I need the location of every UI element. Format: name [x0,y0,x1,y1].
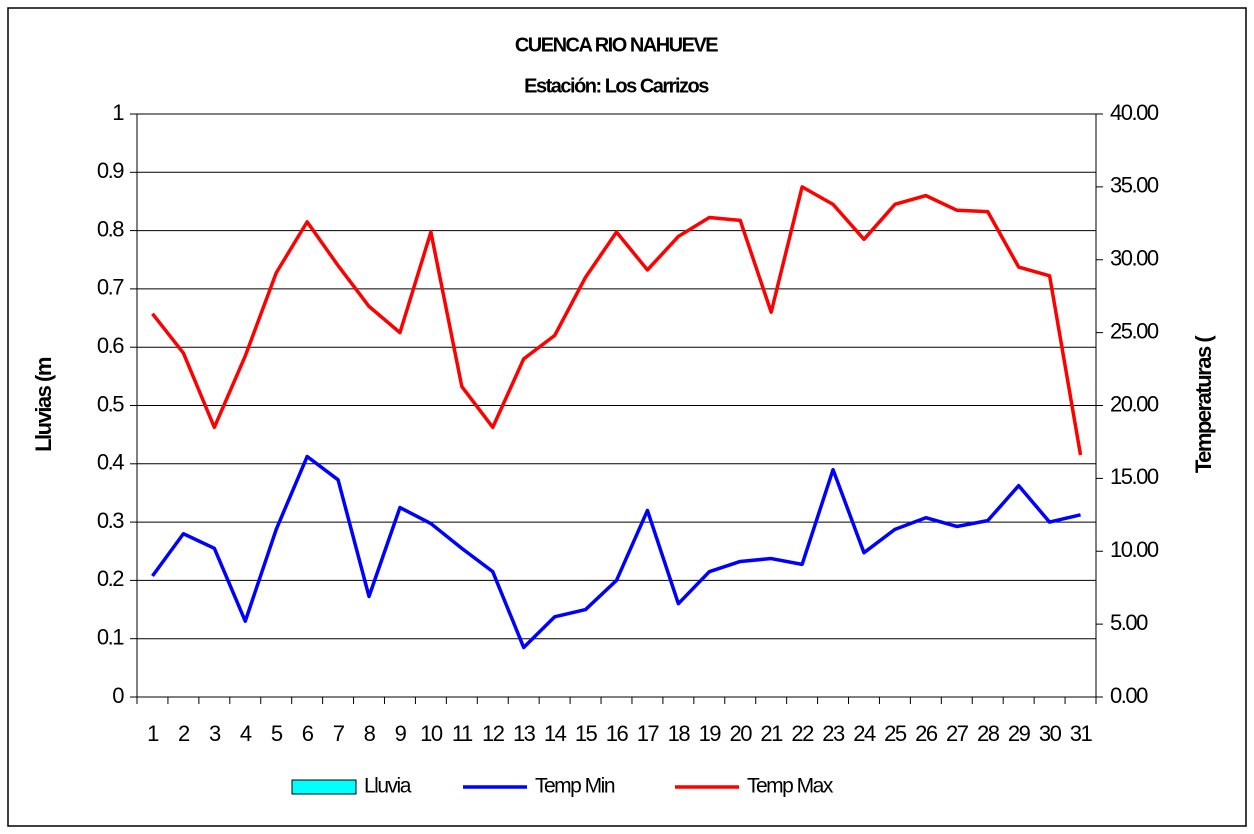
y-axis-title: Lluvias (m [31,357,56,452]
y-tick-label: 0.7 [97,275,124,300]
y-tick-label: 0.1 [97,625,124,650]
x-tick-label: 30 [1039,721,1062,746]
y-tick-label: 0.4 [97,450,124,475]
x-tick-label: 3 [209,721,221,746]
x-tick-label: 22 [791,721,814,746]
x-tick-label: 27 [946,721,969,746]
y-tick-label: 0.3 [97,508,124,533]
legend-swatch [291,779,357,795]
y2-tick-label: 20.00 [1110,391,1159,416]
x-tick-label: 19 [699,721,722,746]
chart-border [7,7,1247,827]
x-tick-label: 15 [575,721,598,746]
x-tick-label: 11 [452,721,473,746]
y-tick-label: 0.8 [97,216,124,241]
x-tick-label: 5 [271,721,283,746]
chart-title: CUENCA RIO NAHUEVE [515,34,718,56]
y-tick-label: 0 [112,683,124,708]
y2-axis-title: Temperaturas ( [1191,335,1216,473]
x-tick-label: 9 [395,721,407,746]
y2-tick-label: 30.00 [1110,246,1159,271]
x-tick-label: 1 [147,721,159,746]
y-tick-label: 0.5 [97,391,124,416]
y2-tick-label: 10.00 [1110,537,1159,562]
x-tick-label: 29 [1008,721,1031,746]
x-tick-label: 31 [1070,721,1093,746]
y2-tick-label: 40.00 [1110,100,1159,125]
x-tick-label: 10 [420,721,443,746]
x-tick-label: 4 [240,721,252,746]
y2-tick-label: 15.00 [1110,464,1159,489]
x-tick-label: 2 [178,721,190,746]
x-tick-label: 25 [884,721,907,746]
x-tick-label: 23 [822,721,845,746]
x-tick-label: 21 [760,721,783,746]
y2-tick-label: 35.00 [1110,173,1159,198]
y-tick-label: 1 [112,100,124,125]
chart-subtitle: Estación: Los Carrizos [524,75,709,97]
y2-tick-label: 0.00 [1110,683,1148,708]
legend-label: Temp Max [747,775,834,798]
x-tick-label: 12 [482,721,505,746]
x-tick-label: 24 [853,721,876,746]
line [151,185,1083,456]
x-tick-label: 14 [544,721,567,746]
x-tick-label: 6 [302,721,314,746]
y2-tick-label: 25.00 [1110,318,1159,343]
x-tick-label: 13 [513,721,536,746]
x-tick-label: 17 [637,721,660,746]
x-tick-label: 28 [977,721,1000,746]
line [151,454,1081,650]
y-tick-label: 0.2 [97,566,124,591]
x-tick-label: 18 [668,721,691,746]
x-tick-label: 7 [333,721,345,746]
y-tick-label: 0.6 [97,333,124,358]
x-tick-label: 16 [606,721,629,746]
y-tick-label: 0.9 [97,158,124,183]
x-tick-label: 8 [364,721,376,746]
legend-label: Lluvia [364,775,412,798]
legend-label: Temp Min [535,775,615,798]
x-tick-label: 20 [729,721,752,746]
x-tick-label: 26 [915,721,938,746]
y2-tick-label: 5.00 [1110,610,1148,635]
